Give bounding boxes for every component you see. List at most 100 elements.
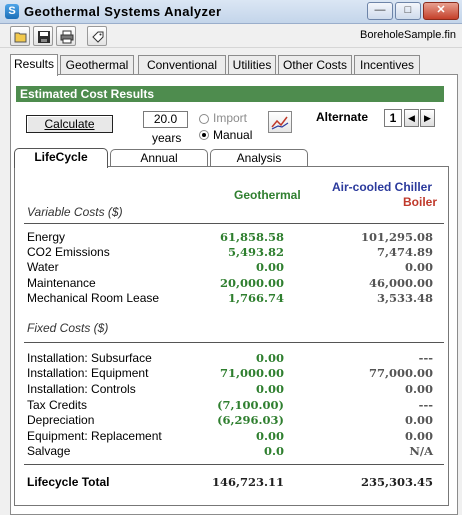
table-row: Tax Credits (7,100.00) --- — [27, 398, 437, 413]
table-row: Water 0.00 0.00 — [27, 260, 437, 275]
total-alt-value: 235,303.45 — [360, 475, 433, 489]
tag-icon — [92, 31, 104, 43]
row-label: Maintenance — [27, 276, 96, 290]
alternate-label: Alternate — [316, 110, 369, 124]
left-arrow-icon: ◀ — [408, 113, 415, 123]
row-label: Salvage — [27, 444, 71, 458]
alternate-prev-button[interactable]: ◀ — [404, 109, 419, 127]
alternate-value[interactable]: 1 — [384, 109, 402, 127]
close-button[interactable]: ✕ — [423, 2, 459, 20]
tab-results[interactable]: Results — [10, 54, 58, 76]
divider — [24, 464, 444, 465]
geo-value: 0.0 — [263, 444, 284, 458]
tab-lifecycle[interactable]: LifeCycle — [14, 148, 108, 168]
file-name: BoreholeSample.fin — [360, 29, 457, 41]
tab-analysis[interactable]: Analysis — [210, 149, 308, 167]
geo-value: 1,766.74 — [227, 291, 284, 305]
alt-value: 77,000.00 — [368, 366, 433, 380]
geo-value: (7,100.00) — [217, 398, 284, 412]
table-row: Salvage 0.0 N/A — [27, 444, 437, 459]
title-bar: S Geothermal Systems Analyzer — □ ✕ — [0, 0, 462, 24]
row-label: Installation: Controls — [27, 382, 136, 396]
geo-value: (6,296.03) — [217, 413, 284, 427]
tab-geothermal[interactable]: Geothermal — [60, 55, 134, 75]
import-label: Import — [213, 111, 248, 125]
maximize-button[interactable]: □ — [395, 2, 421, 20]
line-chart-icon — [271, 116, 289, 130]
row-label: Installation: Subsurface — [27, 351, 152, 365]
col-alternative-2: Boiler — [403, 195, 438, 209]
alt-value: 0.00 — [404, 382, 433, 396]
row-label: CO2 Emissions — [27, 245, 110, 259]
table-row: Depreciation (6,296.03) 0.00 — [27, 413, 437, 428]
alternate-next-button[interactable]: ▶ — [420, 109, 435, 127]
manual-radio[interactable] — [199, 130, 209, 140]
alt-value: --- — [418, 398, 433, 412]
window-title: Geothermal Systems Analyzer — [24, 4, 222, 19]
fixed-costs-title: Fixed Costs ($) — [27, 321, 109, 335]
total-geo-value: 146,723.11 — [211, 475, 284, 489]
tab-utilities[interactable]: Utilities — [228, 55, 276, 75]
minimize-button[interactable]: — — [367, 2, 393, 20]
open-folder-button[interactable] — [10, 26, 30, 46]
save-button[interactable] — [33, 26, 53, 46]
manual-label: Manual — [213, 128, 253, 142]
alt-value: 3,533.48 — [376, 291, 433, 305]
alt-value: --- — [418, 351, 433, 365]
calculate-label: Calculate — [44, 117, 95, 131]
lifecycle-panel — [14, 166, 449, 506]
table-row: Energy 61,858.58 101,295.08 — [27, 230, 437, 245]
app-icon: S — [5, 4, 19, 19]
chart-button[interactable] — [268, 111, 292, 133]
alt-value: 7,474.89 — [376, 245, 433, 259]
tab-conventional[interactable]: Conventional — [138, 55, 226, 75]
toolbar: BoreholeSample.fin — [0, 24, 462, 48]
alt-value: 0.00 — [404, 429, 433, 443]
table-row: Installation: Controls 0.00 0.00 — [27, 382, 437, 397]
geo-value: 0.00 — [255, 351, 284, 365]
printer-icon — [60, 30, 74, 44]
print-button[interactable] — [56, 26, 76, 46]
geo-value: 71,000.00 — [219, 366, 284, 380]
alt-value: 0.00 — [404, 413, 433, 427]
table-row: CO2 Emissions 5,493.82 7,474.89 — [27, 245, 437, 260]
years-label: years — [152, 131, 182, 145]
row-label: Energy — [27, 230, 66, 244]
table-row: Mechanical Room Lease 1,766.74 3,533.48 — [27, 291, 437, 306]
row-label: Depreciation — [27, 413, 95, 427]
geo-value: 20,000.00 — [219, 276, 284, 290]
row-label: Mechanical Room Lease — [27, 291, 160, 305]
col-alternative-1: Air-cooled Chiller — [332, 180, 433, 194]
table-row: Maintenance 20,000.00 46,000.00 — [27, 276, 437, 291]
geo-value: 5,493.82 — [227, 245, 284, 259]
divider — [24, 223, 444, 224]
geo-value: 0.00 — [255, 260, 284, 274]
geo-value: 0.00 — [255, 429, 284, 443]
total-row: Lifecycle Total 146,723.11 235,303.45 — [27, 475, 437, 490]
tab-annual[interactable]: Annual — [110, 149, 208, 167]
geo-value: 61,858.58 — [219, 230, 284, 244]
col-geothermal: Geothermal — [234, 188, 301, 202]
section-header: Estimated Cost Results — [16, 86, 444, 102]
alt-value: 0.00 — [404, 260, 433, 274]
open-folder-icon — [14, 32, 27, 43]
alt-value: 101,295.08 — [360, 230, 433, 244]
tab-other-costs[interactable]: Other Costs — [278, 55, 352, 75]
tag-button[interactable] — [87, 26, 107, 46]
tab-incentives[interactable]: Incentives — [354, 55, 420, 75]
table-row: Installation: Subsurface 0.00 --- — [27, 351, 437, 366]
calculate-button[interactable]: Calculate — [26, 115, 113, 133]
variable-costs-title: Variable Costs ($) — [27, 205, 123, 219]
import-radio[interactable] — [199, 114, 209, 124]
divider — [24, 342, 444, 343]
row-label: Water — [27, 260, 59, 274]
save-disk-icon — [38, 31, 50, 43]
row-label: Equipment: Replacement — [27, 429, 162, 443]
total-label: Lifecycle Total — [27, 475, 110, 489]
years-input[interactable]: 20.0 — [143, 111, 188, 128]
table-row: Installation: Equipment 71,000.00 77,000… — [27, 366, 437, 381]
alt-value: N/A — [409, 444, 433, 458]
alt-value: 46,000.00 — [368, 276, 433, 290]
table-row: Equipment: Replacement 0.00 0.00 — [27, 429, 437, 444]
right-arrow-icon: ▶ — [424, 113, 431, 123]
